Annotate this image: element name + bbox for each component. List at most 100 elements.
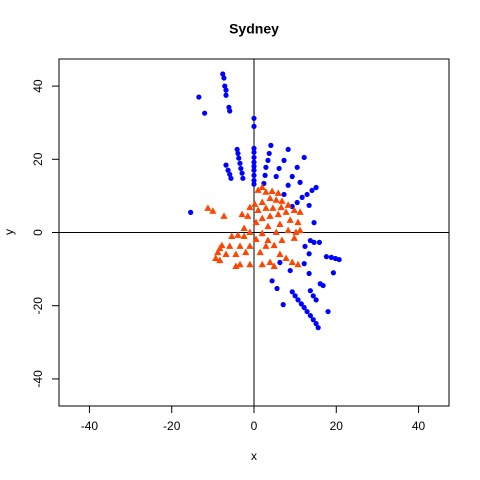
circle-point <box>237 160 243 166</box>
circle-point <box>251 163 257 169</box>
triangle-point <box>246 228 254 235</box>
triangle-point <box>278 197 286 204</box>
circle-point <box>265 157 271 163</box>
circle-point <box>307 312 313 319</box>
chart-title: Sydney <box>229 21 279 37</box>
circle-point <box>281 157 287 163</box>
triangle-point <box>212 254 220 261</box>
circle-point <box>228 175 234 181</box>
circle-point <box>240 175 246 181</box>
circle-point <box>251 149 257 155</box>
circle-point <box>294 199 300 206</box>
circle-point <box>313 184 319 191</box>
triangle-point <box>240 224 248 231</box>
circle-point <box>310 317 316 323</box>
triangle-point <box>244 212 252 219</box>
circle-point <box>289 173 295 180</box>
triangle-point <box>254 186 262 193</box>
circle-point <box>251 172 257 178</box>
triangle-point <box>282 254 290 261</box>
triangle-point <box>276 220 284 227</box>
circle-point <box>311 220 317 226</box>
triangle-point <box>266 194 274 201</box>
circle-point <box>325 308 331 315</box>
triangle-point <box>222 250 230 257</box>
triangle-point <box>240 232 248 240</box>
triangle-point <box>264 222 272 230</box>
triangle-point <box>262 242 270 249</box>
circle-point <box>306 251 312 257</box>
triangle-point <box>204 204 212 211</box>
circle-point <box>227 108 233 114</box>
circle-point <box>251 115 257 121</box>
triangle-point <box>258 198 266 205</box>
x-axis-label: x <box>251 449 257 463</box>
triangle-point <box>232 250 240 257</box>
triangle-point <box>246 203 254 211</box>
circle-point <box>238 165 244 172</box>
x-tick-label: -20 <box>163 419 181 433</box>
circle-point <box>313 297 319 303</box>
circle-point <box>263 164 269 170</box>
x-tick-label: 0 <box>251 419 258 433</box>
triangle-point <box>238 210 246 218</box>
circle-point <box>223 92 229 98</box>
circle-point <box>276 165 282 172</box>
triangle-point <box>220 212 228 219</box>
triangle-point <box>246 260 254 268</box>
triangle-point <box>214 248 222 256</box>
triangle-point <box>264 236 272 244</box>
triangle-point <box>294 260 302 268</box>
triangle-point <box>288 258 296 266</box>
triangle-point <box>290 206 298 214</box>
triangle-point <box>282 208 290 215</box>
triangle-point <box>242 248 250 256</box>
y-tick-label: 20 <box>31 152 45 166</box>
triangle-point <box>209 207 217 214</box>
triangle-point <box>272 228 280 235</box>
circle-point <box>277 259 283 266</box>
triangle-point <box>234 231 242 238</box>
triangle-point <box>268 187 276 195</box>
circle-point <box>289 289 295 295</box>
circle-point <box>287 267 293 274</box>
circle-point <box>285 182 291 188</box>
circle-point <box>223 87 229 93</box>
circle-point <box>220 71 226 77</box>
circle-point <box>251 123 257 129</box>
x-tick-label: -40 <box>81 419 99 433</box>
circle-point <box>304 308 310 315</box>
triangle-point <box>296 208 304 215</box>
y-axis-label: y <box>2 229 16 235</box>
triangle-point <box>262 188 270 195</box>
circle-point <box>188 209 194 215</box>
circle-point <box>310 293 316 299</box>
circle-point <box>309 187 315 194</box>
triangle-point <box>258 214 266 222</box>
circle-point <box>297 179 303 185</box>
circle-point <box>299 194 305 200</box>
triangle-point <box>277 203 285 211</box>
y-tick-label: 0 <box>31 229 45 236</box>
circle-point <box>266 150 272 157</box>
circle-point <box>269 278 275 284</box>
triangle-point <box>274 210 282 218</box>
circle-point <box>236 155 242 161</box>
triangle-point <box>274 189 282 196</box>
triangle-point <box>258 183 266 190</box>
circle-point <box>316 239 323 245</box>
circle-point <box>251 181 257 187</box>
circle-point <box>222 83 228 89</box>
triangle-point <box>270 262 278 270</box>
triangle-point <box>272 196 280 203</box>
triangle-point <box>284 201 292 208</box>
triangle-point <box>226 242 234 249</box>
circle-point <box>323 254 330 260</box>
y-tick-label: -40 <box>31 370 45 388</box>
triangle-point <box>228 232 236 240</box>
circle-point <box>251 159 257 165</box>
circle-point <box>336 256 342 263</box>
circle-point <box>315 325 321 331</box>
triangle-point <box>251 200 259 207</box>
triangle-point <box>290 234 298 241</box>
